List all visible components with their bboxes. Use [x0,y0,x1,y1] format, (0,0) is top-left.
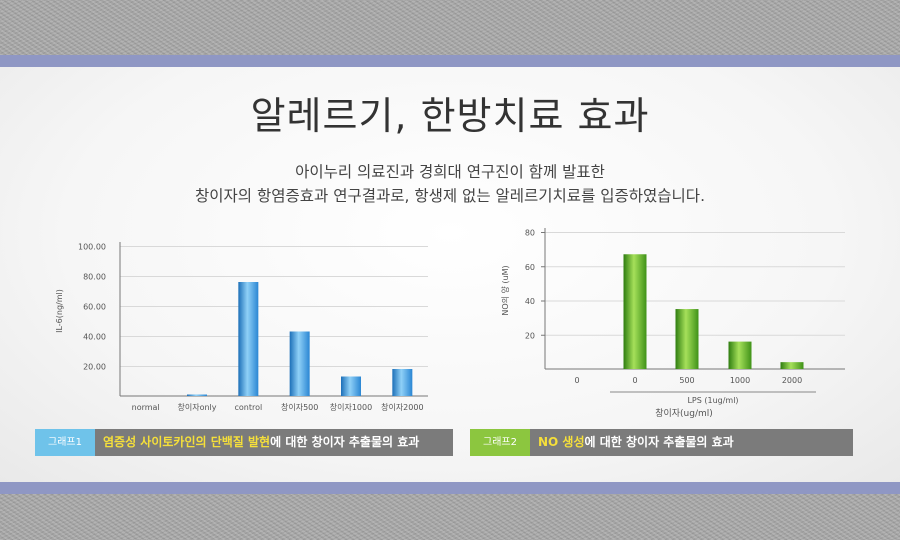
x-axis-label: 창이자(ug/ml) [655,408,713,419]
bar [341,376,361,396]
top-band [0,55,900,67]
bar [780,362,804,369]
caption-graph2: 그래프2 NO 생성에 대한 창이자 추출물의 효과 [470,429,853,456]
y-tick-label: 40 [525,297,535,306]
caption-text-2: NO 생성에 대한 창이자 추출물의 효과 [538,429,734,456]
x-tick-label: 1000 [730,376,750,385]
x-tick-label: 0 [574,376,579,385]
x-tick-label: 0 [632,376,637,385]
page-title: 알레르기, 한방치료 효과 [250,94,650,138]
x-tick-label: 2000 [782,376,802,385]
caption-text-1: 염증성 사이토카인의 단백질 발현에 대한 창이자 추출물의 효과 [103,429,419,456]
caption-highlight-1: 염증성 사이토카인의 단백질 발현 [103,435,271,449]
bar [623,254,647,369]
bar [187,394,207,396]
x-tick-label: control [234,403,262,412]
stone-texture-bottom [0,494,900,540]
y-tick-label: 40.00 [83,333,106,342]
caption-tag-2: 그래프2 [470,429,530,456]
caption-rest-1: 에 대한 창이자 추출물의 효과 [270,435,420,449]
bar [675,309,699,369]
caption-tag-1: 그래프1 [35,429,95,456]
x-group-label: LPS (1ug/ml) [687,396,738,405]
y-axis-label: IL-6(ng/ml) [55,289,64,333]
caption-graph1: 그래프1 염증성 사이토카인의 단백질 발현에 대한 창이자 추출물의 효과 [35,429,453,456]
x-tick-label: normal [132,403,160,412]
y-tick-label: 80.00 [83,273,106,282]
content-panel [0,67,900,482]
y-tick-label: 100.00 [78,243,106,252]
x-tick-label: 창이자only [177,402,216,412]
y-axis-label: NO의 양 (uM) [500,265,510,315]
bar [289,331,310,396]
x-tick-label: 500 [679,376,694,385]
bottom-band [0,482,900,494]
caption-highlight-2: NO 생성 [538,435,585,449]
y-tick-label: 20.00 [83,363,106,372]
bar [238,282,259,396]
x-tick-label: 창이자1000 [330,402,372,412]
y-tick-label: 60.00 [83,303,106,312]
bar [392,369,413,396]
y-tick-label: 60 [525,263,535,272]
x-tick-label: 창이자2000 [381,402,423,412]
subtitle-line-1: 아이누리 의료진과 경희대 연구진이 함께 발표한 [295,163,605,181]
bar [728,341,752,369]
caption-rest-2: 에 대한 창이자 추출물의 효과 [584,435,734,449]
x-tick-label: 창이자500 [281,402,318,412]
subtitle-line-2: 창이자의 항염증효과 연구결과로, 항생제 없는 알레르기치료를 입증하였습니다… [195,187,705,205]
stone-texture-top [0,0,900,55]
y-tick-label: 20 [525,331,535,340]
y-tick-label: 80 [525,229,535,238]
